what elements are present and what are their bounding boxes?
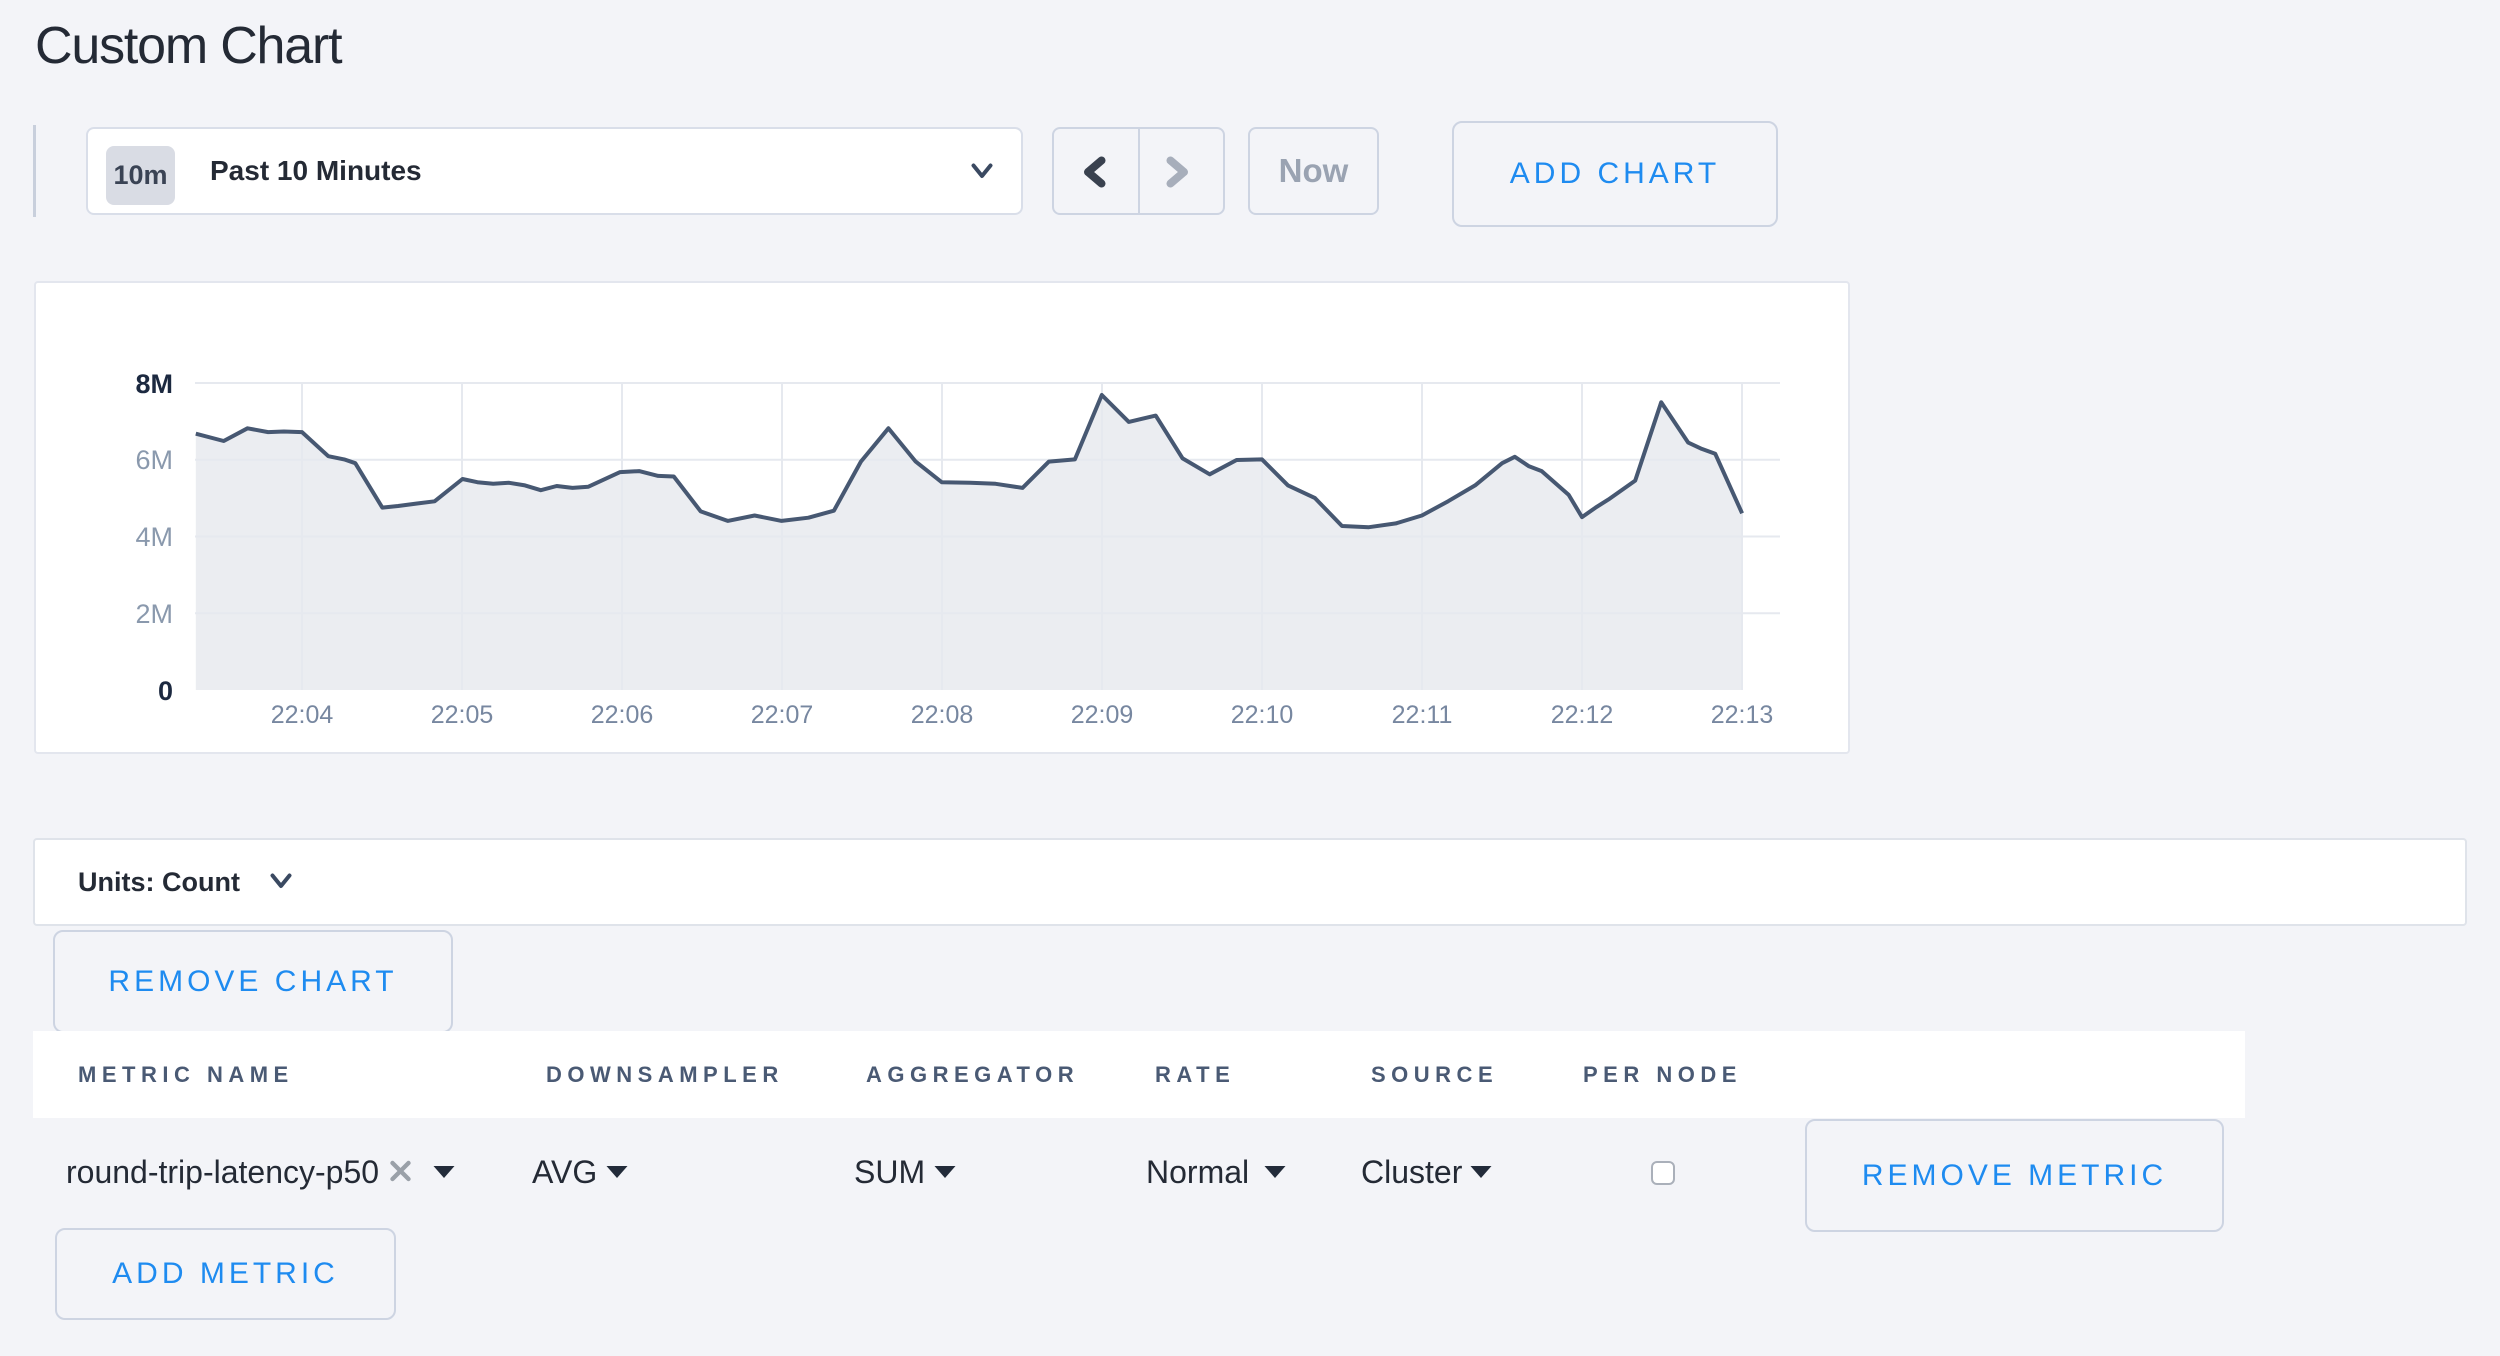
svg-text:2M: 2M [135,599,173,629]
svg-text:22:09: 22:09 [1071,701,1134,729]
svg-text:6M: 6M [135,445,173,475]
svg-text:22:10: 22:10 [1231,701,1294,729]
svg-text:22:05: 22:05 [431,701,494,729]
svg-text:22:06: 22:06 [591,701,654,729]
svg-text:22:08: 22:08 [911,701,974,729]
svg-text:22:04: 22:04 [271,701,334,729]
svg-text:22:07: 22:07 [751,701,814,729]
svg-text:22:12: 22:12 [1551,701,1614,729]
svg-text:0: 0 [158,676,173,706]
svg-text:22:13: 22:13 [1711,701,1774,729]
svg-text:22:11: 22:11 [1392,701,1453,729]
svg-text:8M: 8M [135,369,173,399]
svg-text:4M: 4M [135,522,173,552]
